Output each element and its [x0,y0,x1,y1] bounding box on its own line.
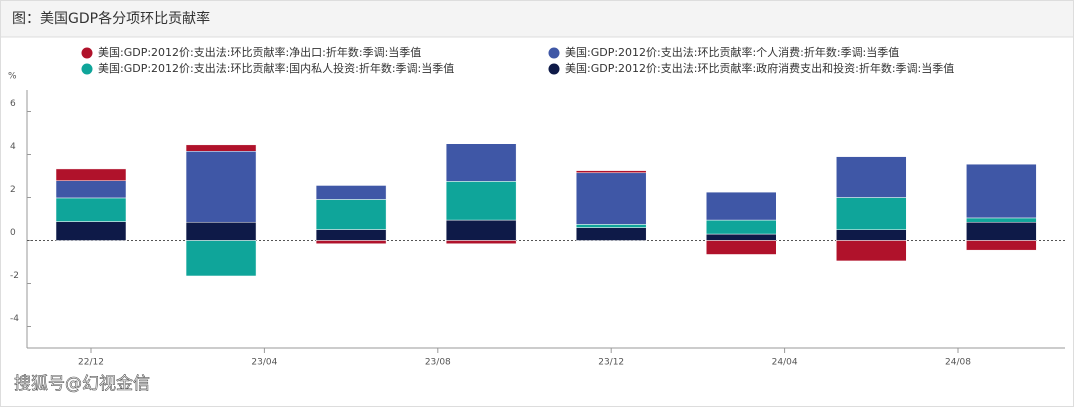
bar-segment [315,199,387,230]
bar-segment [966,217,1037,223]
legend-marker [548,47,560,59]
bar-segment [966,163,1037,219]
bar-segment [706,191,777,221]
legend-label: 美国:GDP:2012价:支出法:环比贡献率:国内私人投资:折年数:季调:当季值 [98,61,454,75]
bar-segment [706,233,777,241]
bar-segment [836,156,907,198]
x-tick-label: 23/12 [598,358,624,368]
bar-segment [445,181,517,221]
bar-segment [185,151,257,223]
bar-segment [706,240,777,255]
y-unit: % [8,72,17,82]
bar-segment [445,143,517,182]
bar-segment [836,240,907,262]
bar-segment [315,240,387,244]
bar-segment [185,221,257,241]
bar-segment [185,240,257,277]
bar-segment [575,227,647,241]
bar-segment [445,240,517,244]
y-tick-label: 6 [10,99,16,109]
x-tick-label: 23/08 [425,358,451,368]
x-tick-label: 22/12 [78,358,104,368]
y-tick-label: -4 [10,314,19,324]
y-tick-label: 0 [10,228,16,238]
bar-segment [966,221,1037,241]
bar-segment [315,185,387,200]
bar-segment [445,219,517,241]
bar-segment [836,229,907,241]
bar-segment [575,224,647,228]
legend-label: 美国:GDP:2012价:支出法:环比贡献率:净出口:折年数:季调:当季值 [98,45,421,59]
legend-marker [81,63,93,75]
y-tick-label: 4 [10,142,16,152]
legend-marker [81,47,93,59]
x-tick-label: 23/04 [251,358,277,368]
chart-title: 图：美国GDP各分项环比贡献率 [12,10,210,27]
bar-segment [966,240,1037,251]
bar-segment [706,219,777,235]
bar-segment [55,168,127,181]
legend-label: 美国:GDP:2012价:支出法:环比贡献率:个人消费:折年数:季调:当季值 [565,45,899,59]
bar-segment [315,229,387,241]
bar-segment [55,180,127,199]
y-tick-label: 2 [10,185,16,195]
x-tick-label: 24/04 [772,358,798,368]
x-tick-label: 24/08 [945,358,971,368]
y-tick-label: -2 [10,271,19,281]
bar-segment [185,144,257,152]
watermark: 搜狐号@幻视金信 [14,374,150,394]
legend-label: 美国:GDP:2012价:支出法:环比贡献率:政府消费支出和投资:折年数:季调:… [565,61,954,75]
bar-segment [55,197,127,222]
bar-segment [836,197,907,230]
bar-segment [575,172,647,225]
header [1,1,1073,37]
bar-segment [55,221,127,241]
bar-segment [575,170,647,174]
legend-marker [548,63,560,75]
